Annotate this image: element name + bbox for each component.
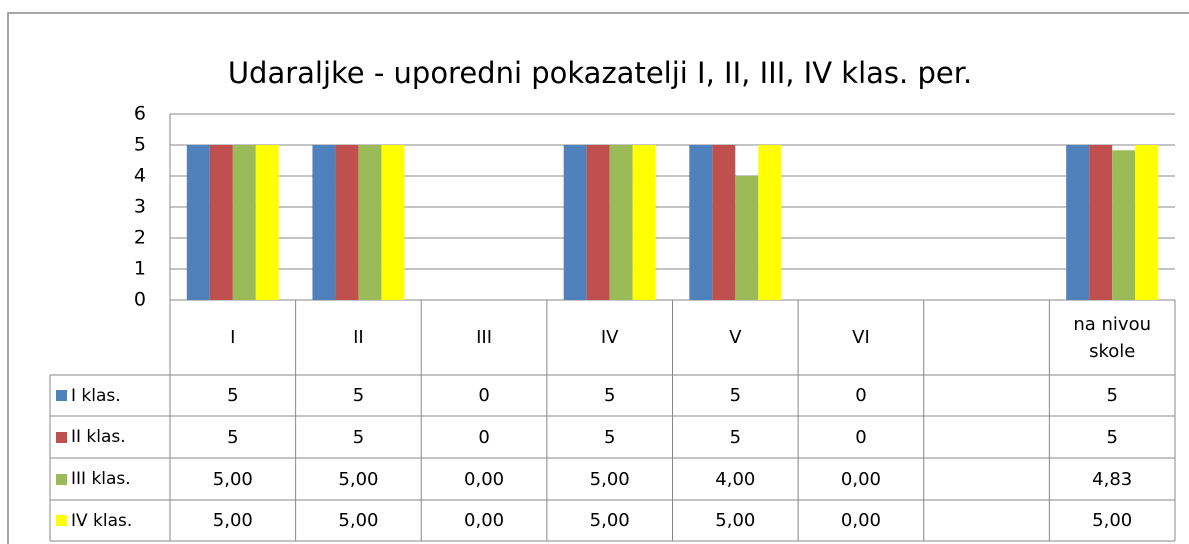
data-label: 0,00 <box>464 468 505 490</box>
bar <box>335 145 359 300</box>
data-label: 0,00 <box>840 510 881 531</box>
x-tick-label: V <box>729 327 742 348</box>
data-label: 0 <box>478 426 490 448</box>
data-label: 0 <box>855 426 867 448</box>
x-tick-label <box>924 300 1050 375</box>
data-label: 0 <box>478 385 490 406</box>
x-tick-label: III <box>476 327 493 348</box>
data-label: 5 <box>603 426 616 448</box>
bar <box>712 145 736 300</box>
data-label: 5 <box>729 426 742 448</box>
bar <box>186 145 210 300</box>
data-label: 5,00 <box>589 510 630 531</box>
bar <box>209 145 233 300</box>
legend-label: IV klas. <box>71 510 133 531</box>
legend-entry: II klas. <box>50 416 170 458</box>
bar <box>1112 150 1136 300</box>
legend-key <box>56 515 67 526</box>
data-label: 5 <box>1106 426 1118 448</box>
y-tick-label: 2 <box>134 227 146 249</box>
legend-key <box>56 473 67 485</box>
chart-title: Udaraljke - uporedni pokazatelji I, II, … <box>228 56 972 90</box>
legend-label: III klas. <box>71 469 131 489</box>
data-label <box>924 458 1050 500</box>
bar <box>563 145 587 300</box>
data-label: 5 <box>227 426 239 448</box>
data-label: 0,00 <box>464 510 505 531</box>
data-label: 5 <box>352 385 365 406</box>
bar <box>632 145 656 300</box>
legend-key <box>56 431 67 443</box>
data-label: 5,00 <box>589 468 630 490</box>
data-label <box>924 416 1050 458</box>
bar <box>255 145 279 300</box>
data-label: 5,00 <box>338 510 379 531</box>
data-label: 5 <box>603 385 616 406</box>
data-label: 5 <box>227 385 239 406</box>
bar <box>689 145 713 300</box>
data-label: 0,00 <box>840 468 881 490</box>
bar <box>609 145 633 300</box>
x-tick-label: IV <box>600 327 619 348</box>
data-label: 4,00 <box>715 468 756 490</box>
bar <box>758 145 782 300</box>
bar <box>735 176 759 300</box>
y-tick-label: 5 <box>134 134 146 156</box>
x-tick-label: I <box>230 327 236 348</box>
y-tick-label: 3 <box>134 196 146 218</box>
bar <box>312 145 336 300</box>
data-label: 5 <box>352 426 365 448</box>
data-label: 5,00 <box>338 468 379 490</box>
bar <box>1066 145 1090 300</box>
data-label <box>924 375 1050 416</box>
legend-key <box>56 390 67 401</box>
bar <box>381 145 405 300</box>
legend-entry: IV klas. <box>50 500 170 541</box>
data-label: 4,83 <box>1092 468 1133 490</box>
data-label: 0 <box>855 385 867 406</box>
y-tick-label: 6 <box>134 103 146 125</box>
bar <box>1135 145 1159 300</box>
legend-entry: I klas. <box>50 375 170 416</box>
data-label: 5,00 <box>212 510 253 531</box>
x-tick-label: na nivou skole <box>1073 313 1152 362</box>
legend-label: II klas. <box>71 427 126 447</box>
bar <box>586 145 610 300</box>
data-label: 5,00 <box>1092 510 1133 531</box>
x-tick-label: VI <box>852 327 870 348</box>
legend-label: I klas. <box>71 385 121 406</box>
y-tick-label: 1 <box>134 258 146 280</box>
y-tick-label: 4 <box>134 165 146 187</box>
y-tick-label: 0 <box>134 289 146 311</box>
data-label <box>924 500 1050 541</box>
legend-entry: III klas. <box>50 458 170 500</box>
data-label: 5 <box>729 385 742 406</box>
data-label: 5 <box>1106 385 1118 406</box>
bar <box>358 145 382 300</box>
data-label: 5,00 <box>715 510 756 531</box>
x-tick-label: II <box>353 327 364 348</box>
bar <box>1089 145 1113 300</box>
data-label: 5,00 <box>212 468 253 490</box>
bar <box>232 145 256 300</box>
